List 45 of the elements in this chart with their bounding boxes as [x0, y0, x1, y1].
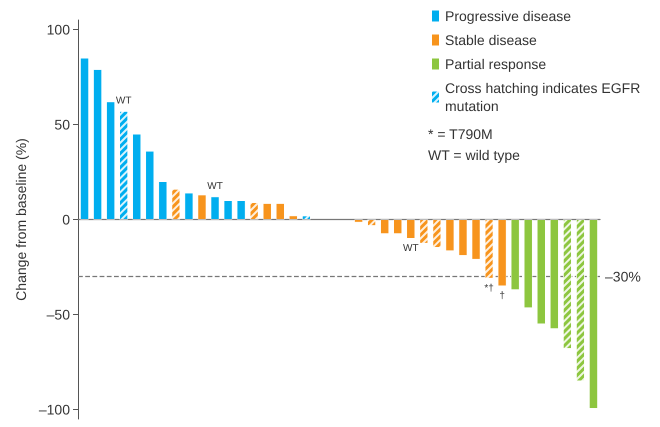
- y-tick-label: –100: [38, 402, 70, 418]
- bar: [93, 69, 102, 220]
- y-axis-title: Change from baseline (%): [12, 138, 29, 301]
- y-tick-label: 0: [62, 212, 70, 228]
- legend-label: Stable disease: [445, 32, 538, 48]
- bar: [80, 58, 89, 220]
- bar: [537, 220, 546, 324]
- data-label: WT: [403, 243, 419, 254]
- bar: [210, 196, 220, 220]
- bar: [146, 151, 154, 220]
- bar: [158, 182, 168, 220]
- bar: [510, 220, 520, 290]
- bar: [406, 220, 416, 238]
- bar: [380, 220, 389, 234]
- y-tick-label: 50: [54, 116, 70, 132]
- bar: [458, 220, 468, 256]
- bar: [550, 220, 559, 329]
- y-tick-label: –50: [46, 306, 70, 322]
- bar: [262, 203, 272, 220]
- bar: [589, 220, 598, 409]
- annotation: * = T790M: [428, 126, 493, 142]
- data-label: *†: [484, 282, 494, 294]
- data-label: WT: [207, 181, 223, 192]
- bar: [289, 216, 298, 220]
- bar: [524, 220, 532, 308]
- bar: [184, 192, 194, 220]
- bar: [198, 194, 206, 220]
- bar: [132, 134, 141, 220]
- bar: [276, 203, 285, 220]
- legend-label: Cross hatching indicates EGFR mutation: [445, 80, 644, 114]
- legend-label: Progressive disease: [445, 8, 572, 24]
- annotation: WT = wild type: [428, 147, 520, 163]
- bar: [446, 220, 454, 251]
- y-tick-label: 100: [46, 22, 70, 38]
- data-label: WT: [116, 96, 132, 107]
- bar: [106, 102, 115, 220]
- bar: [354, 220, 363, 222]
- legend-label: Partial response: [445, 56, 546, 72]
- ref-line-label: –30%: [605, 268, 641, 284]
- bar: [393, 220, 402, 234]
- data-label: †: [499, 290, 505, 302]
- bar: [224, 200, 232, 220]
- bar: [236, 200, 246, 220]
- bar: [498, 220, 506, 286]
- bar: [472, 220, 480, 260]
